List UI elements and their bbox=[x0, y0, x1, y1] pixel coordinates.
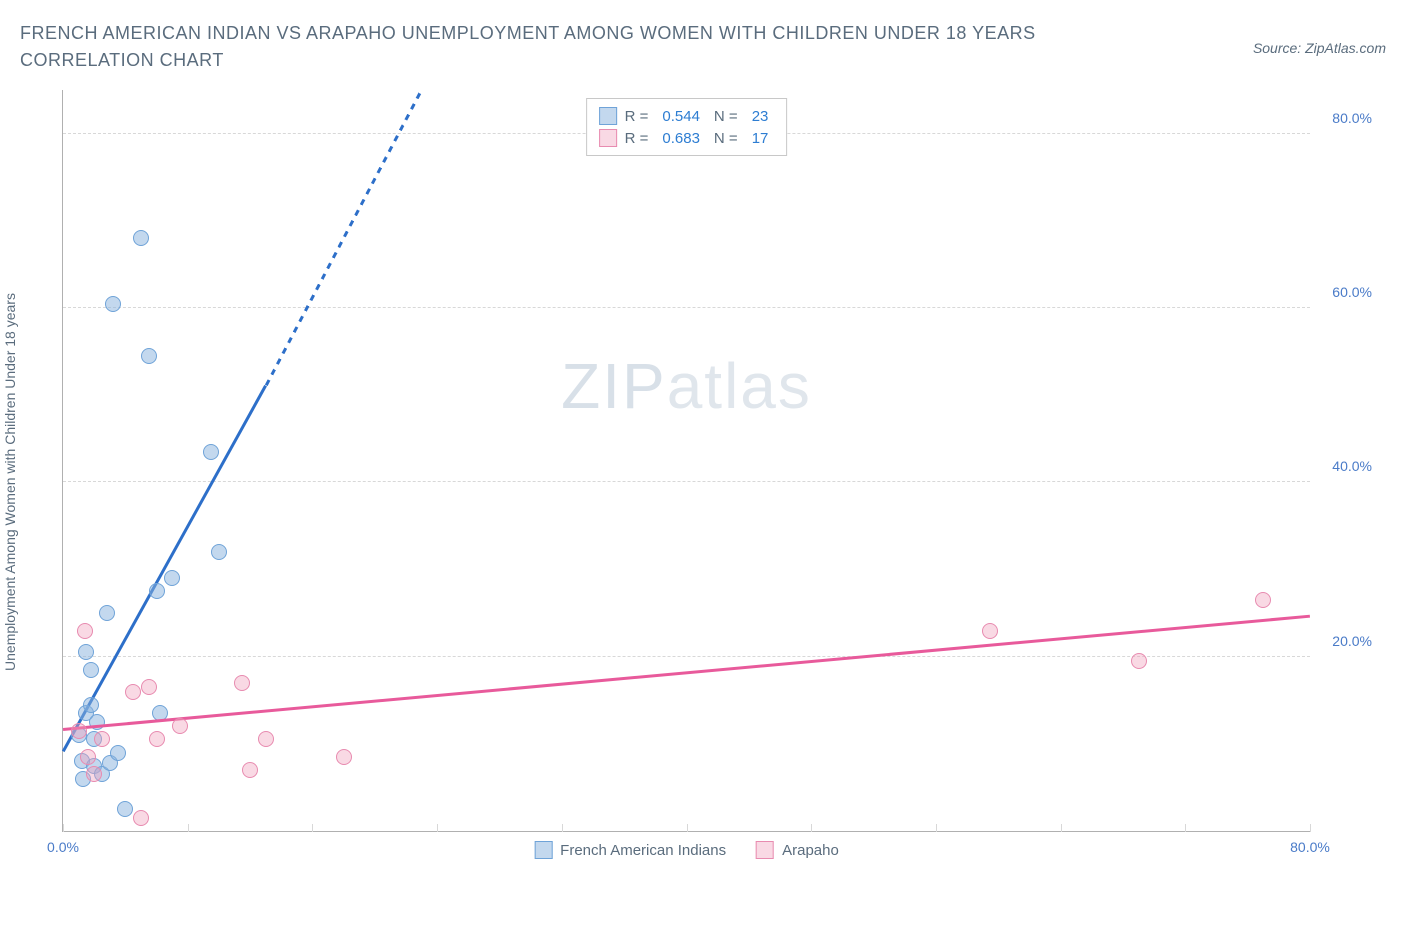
scatter-point bbox=[133, 810, 149, 826]
legend-item-1: French American Indians bbox=[534, 841, 726, 859]
stats-row-1: R = 0.544 N = 23 bbox=[599, 105, 775, 127]
x-tick-mark bbox=[1310, 824, 1311, 832]
scatter-point bbox=[164, 570, 180, 586]
swatch-blue-icon bbox=[599, 107, 617, 125]
watermark: ZIPatlas bbox=[561, 349, 812, 423]
x-minor-tick-mark bbox=[936, 824, 937, 832]
n-label-2: N = bbox=[714, 130, 738, 147]
scatter-point bbox=[141, 679, 157, 695]
scatter-point bbox=[80, 749, 96, 765]
legend-label-1: French American Indians bbox=[560, 842, 726, 859]
chart-title: FRENCH AMERICAN INDIAN VS ARAPAHO UNEMPL… bbox=[20, 20, 1120, 74]
legend-swatch-blue-icon bbox=[534, 841, 552, 859]
source-label: Source: ZipAtlas.com bbox=[1253, 40, 1386, 56]
r-label-2: R = bbox=[625, 130, 649, 147]
y-tick-label: 20.0% bbox=[1332, 633, 1372, 649]
r-value-1: 0.544 bbox=[662, 108, 700, 125]
scatter-point bbox=[203, 444, 219, 460]
scatter-point bbox=[86, 766, 102, 782]
trend-line bbox=[63, 615, 1310, 731]
n-label-1: N = bbox=[714, 108, 738, 125]
x-minor-tick-mark bbox=[1061, 824, 1062, 832]
x-minor-tick-mark bbox=[312, 824, 313, 832]
chart-container: Unemployment Among Women with Children U… bbox=[20, 82, 1380, 882]
scatter-point bbox=[141, 348, 157, 364]
legend-item-2: Arapaho bbox=[756, 841, 839, 859]
scatter-point bbox=[117, 801, 133, 817]
scatter-point bbox=[110, 745, 126, 761]
stats-row-2: R = 0.683 N = 17 bbox=[599, 127, 775, 149]
series-legend: French American Indians Arapaho bbox=[534, 841, 839, 859]
scatter-point bbox=[149, 583, 165, 599]
r-value-2: 0.683 bbox=[662, 130, 700, 147]
y-tick-label: 60.0% bbox=[1332, 284, 1372, 300]
x-tick-label: 80.0% bbox=[1290, 839, 1330, 855]
n-value-2: 17 bbox=[752, 130, 769, 147]
y-tick-label: 80.0% bbox=[1332, 110, 1372, 126]
x-minor-tick-mark bbox=[437, 824, 438, 832]
scatter-point bbox=[71, 723, 87, 739]
x-tick-label: 0.0% bbox=[47, 839, 79, 855]
scatter-point bbox=[149, 731, 165, 747]
watermark-bold: ZIP bbox=[561, 350, 667, 422]
n-value-1: 23 bbox=[752, 108, 769, 125]
scatter-point bbox=[77, 623, 93, 639]
scatter-point bbox=[234, 675, 250, 691]
grid-line-horizontal bbox=[63, 481, 1310, 482]
scatter-point bbox=[1131, 653, 1147, 669]
x-tick-mark bbox=[687, 824, 688, 832]
scatter-point bbox=[172, 718, 188, 734]
x-minor-tick-mark bbox=[811, 824, 812, 832]
plot-area: ZIPatlas R = 0.544 N = 23 R = 0.683 N = … bbox=[62, 90, 1310, 832]
scatter-point bbox=[105, 296, 121, 312]
scatter-point bbox=[94, 731, 110, 747]
legend-label-2: Arapaho bbox=[782, 842, 839, 859]
scatter-point bbox=[1255, 592, 1271, 608]
stats-legend: R = 0.544 N = 23 R = 0.683 N = 17 bbox=[586, 98, 788, 156]
scatter-point bbox=[125, 684, 141, 700]
y-tick-label: 40.0% bbox=[1332, 458, 1372, 474]
x-minor-tick-mark bbox=[562, 824, 563, 832]
grid-line-horizontal bbox=[63, 307, 1310, 308]
scatter-point bbox=[83, 697, 99, 713]
x-tick-mark bbox=[63, 824, 64, 832]
scatter-point bbox=[133, 230, 149, 246]
scatter-point bbox=[258, 731, 274, 747]
scatter-point bbox=[242, 762, 258, 778]
swatch-pink-icon bbox=[599, 129, 617, 147]
scatter-point bbox=[78, 644, 94, 660]
y-axis-label: Unemployment Among Women with Children U… bbox=[2, 293, 18, 671]
x-minor-tick-mark bbox=[1185, 824, 1186, 832]
scatter-point bbox=[982, 623, 998, 639]
scatter-point bbox=[99, 605, 115, 621]
legend-swatch-pink-icon bbox=[756, 841, 774, 859]
r-label-1: R = bbox=[625, 108, 649, 125]
grid-line-horizontal bbox=[63, 656, 1310, 657]
scatter-point bbox=[336, 749, 352, 765]
x-minor-tick-mark bbox=[188, 824, 189, 832]
scatter-point bbox=[83, 662, 99, 678]
watermark-thin: atlas bbox=[667, 350, 812, 422]
scatter-point bbox=[211, 544, 227, 560]
